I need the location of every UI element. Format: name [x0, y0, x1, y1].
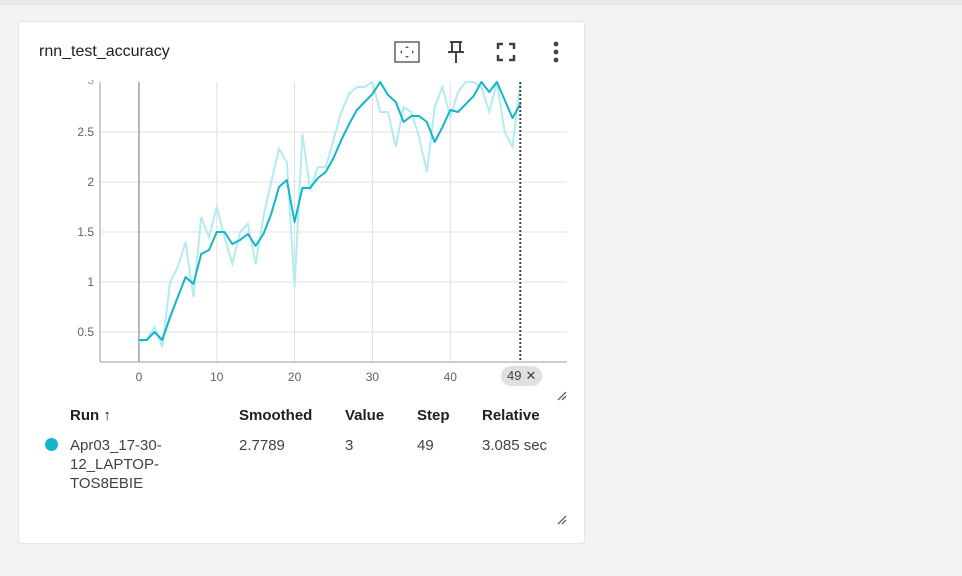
y-tick-label: 0.5 — [77, 325, 94, 339]
selected-step-chip[interactable]: 49 ✕ — [501, 366, 543, 386]
selected-step-label: 49 — [507, 368, 522, 383]
scalar-card: rnn_test_accuracy 0.5 1 1.5 2 2.5 3 0 10 20 30 40 … — [18, 21, 585, 544]
fit-domain-icon — [394, 41, 420, 63]
top-bar — [0, 0, 962, 5]
x-tick-label: 40 — [444, 370, 458, 384]
smoothed-value: 2.7789 — [239, 437, 285, 454]
header-relative[interactable]: Relative — [482, 407, 540, 424]
x-tick-label: 30 — [366, 370, 380, 384]
close-icon[interactable]: ✕ — [525, 368, 537, 383]
chart-grid — [100, 82, 567, 362]
y-tick-label-partial: 3 — [87, 73, 94, 87]
more-vert-icon — [553, 41, 559, 63]
run-name-line3: TOS8EBIE — [70, 475, 144, 492]
header-step[interactable]: Step — [417, 407, 450, 424]
header-smoothed[interactable]: Smoothed — [239, 407, 313, 424]
y-tick-label: 2.5 — [77, 125, 94, 139]
pin-icon — [448, 41, 464, 63]
pin-button[interactable] — [442, 38, 470, 66]
more-options-button[interactable] — [542, 38, 570, 66]
chart-series — [138, 80, 522, 348]
step-value: 49 — [417, 437, 434, 454]
run-name: Apr03_17-30- 12_LAPTOP- TOS8EBIE — [70, 436, 162, 493]
run-color-dot — [45, 438, 58, 451]
x-tick-label: 0 — [136, 370, 143, 384]
smoothed-series-line — [138, 81, 522, 341]
line-chart[interactable]: 0.511.522.530 10 20 30 40 — [19, 22, 586, 402]
resize-handle-icon[interactable] — [555, 389, 567, 401]
fullscreen-icon — [496, 42, 516, 62]
fit-domain-button[interactable] — [393, 38, 421, 66]
x-tick-label: 20 — [288, 370, 302, 384]
resize-handle-icon[interactable] — [555, 513, 567, 525]
relative-value: 3.085 sec — [482, 437, 548, 454]
chart-axes — [99, 82, 567, 363]
card-title: rnn_test_accuracy — [39, 43, 170, 60]
chart-ticks: 0.511.522.530 10 20 30 40 — [77, 73, 458, 384]
y-tick-label: 1.5 — [77, 225, 94, 239]
x-tick-label: 10 — [210, 370, 224, 384]
raw-value: 3 — [345, 437, 354, 454]
header-value[interactable]: Value — [345, 407, 385, 424]
run-name-line2: 12_LAPTOP- — [70, 456, 159, 473]
raw-series-line — [138, 80, 522, 348]
run-name-line1: Apr03_17-30- — [70, 437, 162, 454]
y-tick-label: 1 — [87, 275, 94, 289]
fullscreen-button[interactable] — [492, 38, 520, 66]
y-tick-label: 2 — [87, 175, 94, 189]
header-run[interactable]: Run ↑ — [70, 407, 111, 424]
